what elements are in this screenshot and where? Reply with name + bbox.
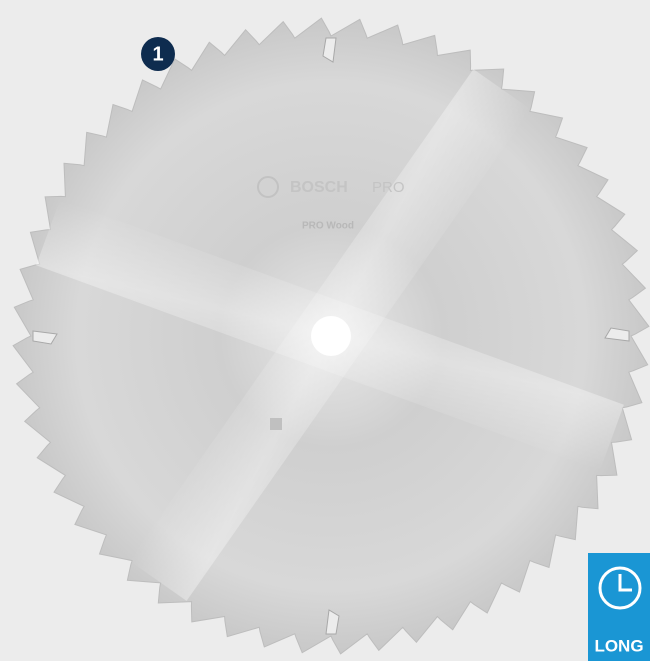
callout-number: 1 <box>152 43 163 65</box>
feature-label: LONG <box>594 636 643 655</box>
qr-code <box>270 418 282 430</box>
blade-brand: BOSCH <box>290 179 348 196</box>
arbor-hole <box>311 316 351 356</box>
blade-product: PRO Wood <box>302 221 354 232</box>
page: BOSCH PRO PRO Wood 1 LONG (() => { const… <box>0 0 650 661</box>
product-image: BOSCH PRO PRO Wood 1 LONG <box>0 0 650 661</box>
blade-line: PRO <box>372 179 405 196</box>
